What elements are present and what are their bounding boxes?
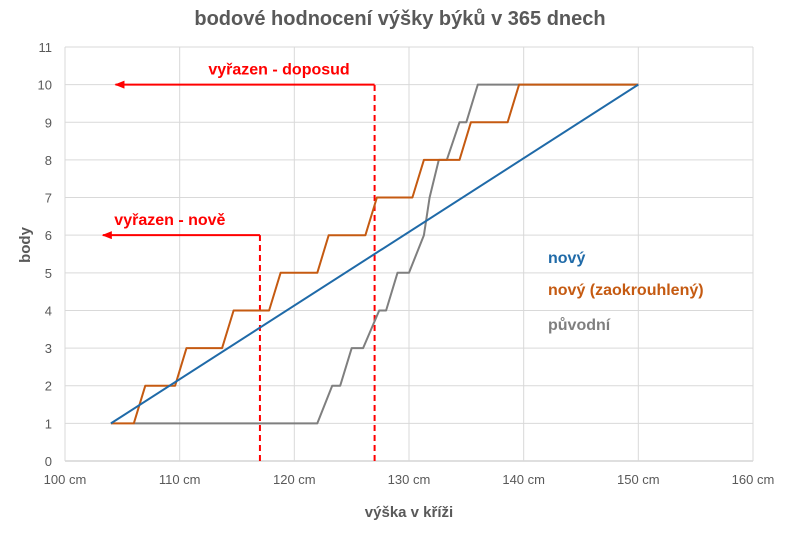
y-tick-label: 10 [38,78,52,93]
legend: nový nový (zaokrouhlený) původní [548,250,704,334]
y-tick-label: 3 [45,341,52,356]
y-tick-label: 8 [45,153,52,168]
y-tick-label: 0 [45,454,52,469]
x-tick-label: 130 cm [388,472,431,487]
y-tick-label: 1 [45,416,52,431]
legend-entry: nový (zaokrouhlený) [548,282,704,299]
y-tick-label: 11 [39,40,53,55]
x-tick-label: 140 cm [502,472,545,487]
legend-entry: původní [548,317,611,334]
y-tick-label: 2 [45,379,52,394]
series [110,83,639,425]
annotation-label: vyřazen - nově [114,212,225,229]
x-tick-label: 120 cm [273,472,316,487]
tick-labels: 0 1 2 3 4 5 6 7 8 9 10 11 100 cm 110 cm 120 cm 130 cm 14… [38,40,775,487]
chart-title: bodové hodnocení výšky býků v 365 dnech [194,8,605,30]
annotation-label: vyřazen - doposud [208,62,349,79]
y-tick-label: 5 [45,266,52,281]
annotations: vyřazen - doposud vyřazen - nově [101,62,376,461]
series-line-2 [133,83,639,425]
y-tick-label: 4 [45,303,52,318]
y-tick-label: 9 [45,115,52,130]
x-tick-label: 160 cm [732,472,775,487]
series-line-1 [110,83,639,425]
series-line-0 [110,83,639,425]
y-tick-label: 6 [45,228,52,243]
x-tick-label: 100 cm [44,472,87,487]
x-tick-label: 110 cm [159,472,201,487]
y-tick-label: 7 [45,191,52,206]
legend-entry: nový [548,250,585,267]
x-tick-label: 150 cm [617,472,660,487]
y-axis-title: body [17,226,34,262]
x-axis-title: výška v kříži [365,504,453,521]
grid [64,46,754,462]
